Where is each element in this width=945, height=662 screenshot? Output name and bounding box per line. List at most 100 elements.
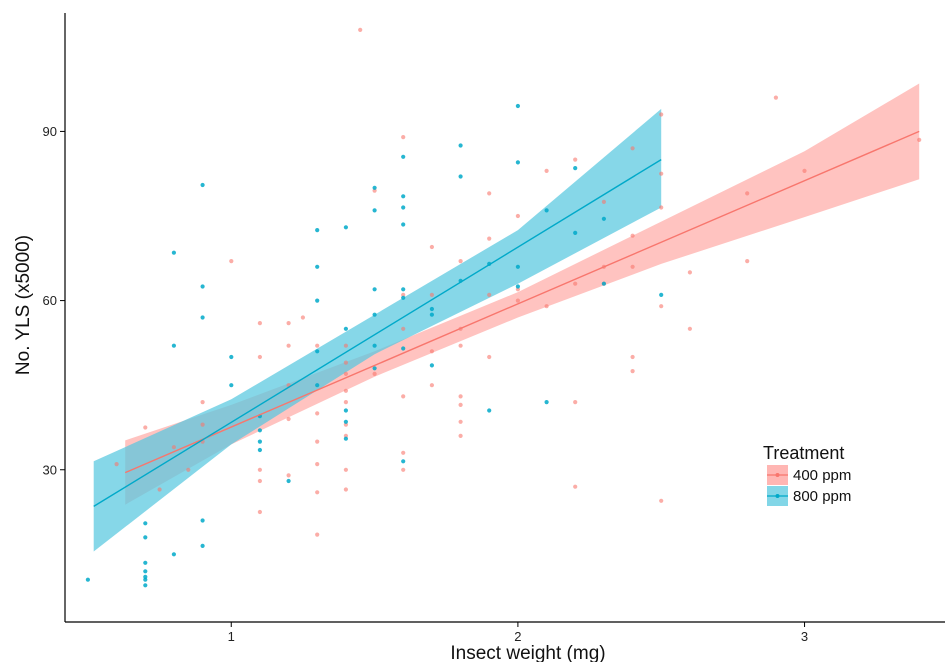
data-point	[458, 174, 463, 179]
data-point	[429, 292, 434, 297]
data-point	[343, 388, 348, 393]
data-point	[315, 532, 320, 537]
data-point	[257, 354, 262, 360]
data-point	[143, 583, 148, 588]
data-point	[429, 383, 434, 388]
data-point	[257, 428, 262, 433]
data-point	[429, 363, 434, 368]
data-point	[773, 95, 779, 100]
data-point	[630, 264, 635, 269]
data-point	[630, 369, 635, 374]
data-point	[343, 326, 348, 331]
data-point	[487, 292, 492, 297]
axes	[64, 13, 945, 623]
data-point	[143, 560, 148, 565]
data-point	[544, 400, 549, 405]
legend-key-point	[775, 494, 780, 498]
data-point	[401, 326, 406, 331]
data-point	[343, 487, 348, 492]
data-point	[157, 487, 162, 492]
data-point	[343, 436, 348, 441]
data-point	[358, 27, 363, 32]
data-point	[143, 425, 148, 430]
data-point	[401, 459, 406, 464]
y-tick-label: 90	[43, 124, 57, 139]
legend-item: 800 ppm	[767, 486, 851, 506]
data-point	[143, 535, 148, 540]
data-point	[171, 343, 176, 348]
data-point	[315, 490, 320, 495]
legend-label: 800 ppm	[793, 488, 851, 505]
data-point	[143, 521, 148, 526]
data-point	[372, 287, 377, 292]
fit-line-1	[93, 159, 662, 507]
data-point	[401, 394, 406, 399]
data-point	[917, 137, 922, 142]
data-point	[659, 292, 664, 297]
data-point	[458, 343, 463, 348]
data-point	[286, 473, 291, 478]
data-point	[343, 400, 348, 405]
data-point	[257, 321, 262, 326]
data-point	[458, 259, 463, 264]
data-point	[458, 143, 463, 148]
data-point	[573, 166, 578, 171]
data-point	[343, 419, 348, 424]
data-point	[659, 171, 664, 176]
data-point	[745, 259, 750, 264]
data-point	[802, 168, 807, 173]
data-point	[315, 343, 320, 348]
data-point	[544, 208, 549, 213]
x-axis-title: Insect weight (mg)	[450, 643, 605, 662]
data-point	[200, 400, 205, 405]
data-point	[171, 250, 176, 255]
data-point	[429, 306, 434, 312]
y-tick-label: 30	[43, 462, 57, 477]
data-point	[401, 450, 406, 455]
data-point	[257, 478, 262, 484]
legend-item: 400 ppm	[767, 465, 851, 485]
data-point	[429, 312, 434, 317]
data-point	[601, 281, 607, 286]
data-point	[315, 439, 320, 444]
data-point	[630, 146, 635, 151]
data-point	[143, 569, 148, 574]
x-tick-label: 2	[514, 629, 521, 644]
data-point	[515, 264, 521, 269]
axis-ticks: 1 2 3 30 60 90	[43, 124, 809, 644]
data-point	[401, 194, 406, 199]
data-point	[343, 371, 348, 376]
data-point	[315, 298, 320, 303]
data-point	[257, 467, 262, 472]
data-point	[171, 552, 176, 557]
data-point	[544, 304, 549, 309]
data-point	[186, 467, 191, 472]
data-point	[429, 244, 434, 250]
data-point	[200, 422, 205, 427]
data-point	[601, 216, 607, 221]
data-point	[401, 287, 406, 292]
data-point	[343, 467, 348, 472]
data-point	[257, 509, 262, 515]
data-point	[315, 383, 320, 388]
data-point	[687, 270, 693, 275]
data-point	[659, 112, 664, 117]
data-point	[315, 462, 320, 467]
data-point	[573, 157, 578, 162]
data-point	[573, 400, 578, 405]
data-point	[315, 264, 320, 269]
data-point	[401, 295, 406, 300]
data-point	[515, 213, 521, 219]
data-point	[229, 259, 234, 264]
data-point	[343, 343, 348, 348]
data-point	[286, 478, 291, 484]
data-point	[487, 191, 492, 196]
confidence-band-0	[125, 83, 920, 505]
data-point	[343, 408, 348, 413]
data-point	[745, 191, 750, 196]
legend-title: Treatment	[763, 443, 844, 463]
data-point	[372, 343, 377, 348]
x-tick-label: 1	[228, 629, 235, 644]
data-point	[573, 484, 578, 489]
data-point	[487, 354, 492, 360]
